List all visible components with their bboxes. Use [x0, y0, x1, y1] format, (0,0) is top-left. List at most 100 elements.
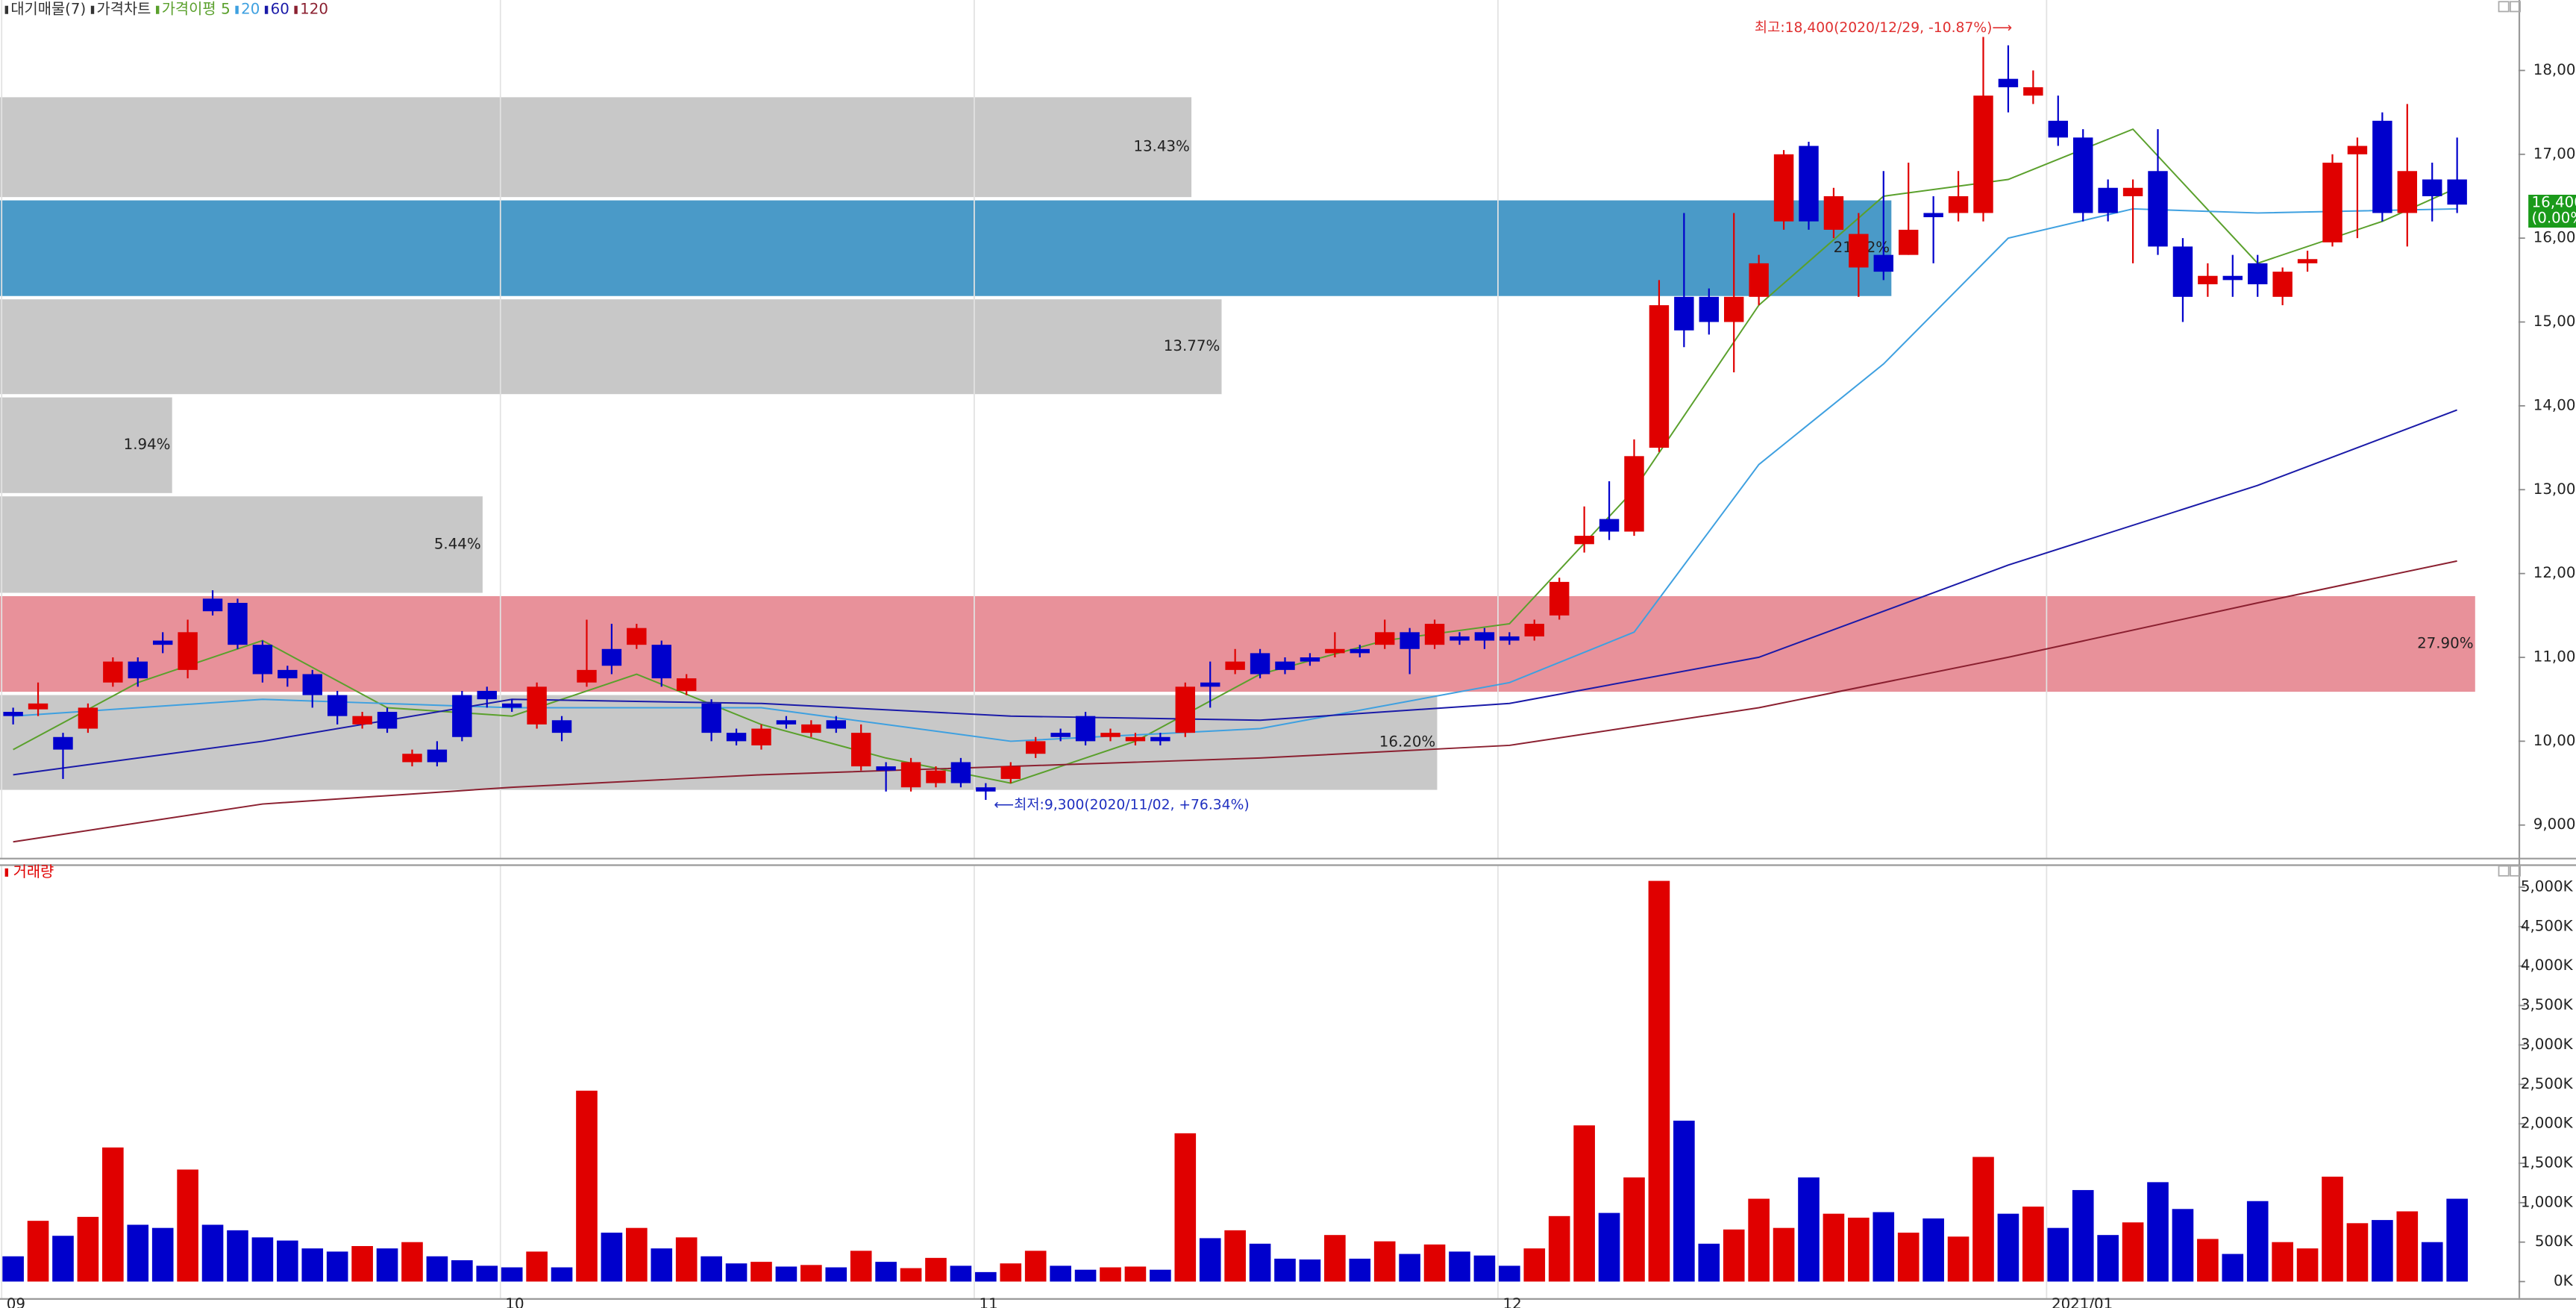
candle-body: [1599, 519, 1620, 532]
volume-bar: [227, 1230, 248, 1282]
legend-swatch: [4, 5, 9, 14]
profile-bar: [0, 97, 1192, 198]
candle-body: [1624, 456, 1644, 532]
volume-bar: [1997, 1213, 2019, 1282]
candle-body: [1325, 648, 1345, 654]
candle-body: [1823, 195, 1844, 230]
volume-bar: [501, 1267, 523, 1282]
y-tick-label: 1,500K: [2521, 1154, 2574, 1171]
volume-bar: [1299, 1259, 1321, 1282]
volume-bar: [2197, 1239, 2219, 1282]
volume-bar: [2, 1256, 24, 1282]
x-tick-label: 12: [1503, 1295, 1522, 1308]
candle-body: [1300, 657, 1320, 662]
legend-swatch: [235, 5, 239, 14]
y-tick-label: 2,000K: [2521, 1115, 2574, 1132]
candle-body: [1474, 632, 1495, 641]
volume-bar: [2072, 1189, 2094, 1282]
candle-body: [228, 602, 248, 645]
volume-bar: [1124, 1266, 1147, 1282]
candle-body: [2172, 246, 2193, 297]
candle-body: [2447, 179, 2467, 205]
volume-bar: [750, 1262, 772, 1282]
candle-body: [1100, 733, 1121, 737]
volume-bar: [1349, 1258, 1371, 1282]
legend-label: 60: [271, 1, 289, 18]
candle-body: [726, 733, 747, 742]
candle-body: [2372, 120, 2392, 213]
volume-bar: [52, 1236, 74, 1282]
volume-bar: [2346, 1223, 2369, 1282]
volume-bar: [2047, 1227, 2069, 1282]
y-tick-label: 15,000: [2533, 313, 2576, 330]
volume-bar: [2022, 1207, 2044, 1282]
y-tick-label: 18,000: [2533, 61, 2576, 78]
y-tick-label: 13,000: [2533, 481, 2576, 498]
candle-body: [501, 703, 522, 708]
volume-bar: [2396, 1211, 2419, 1282]
candle-body: [352, 716, 372, 725]
candle-body: [2347, 145, 2368, 154]
panel-button[interactable]: [2510, 865, 2522, 877]
legend-label: 5: [221, 1, 231, 18]
volume-bar: [2446, 1198, 2468, 1282]
y-tick-label: 2,500K: [2521, 1075, 2574, 1092]
volume-bar: [426, 1256, 448, 1282]
volume-bar: [151, 1227, 174, 1282]
volume-bar: [800, 1265, 822, 1282]
background-layer: 16.20%27.90%5.44%1.94%13.77%21.32%13.43%: [0, 0, 2475, 1298]
candle-body: [1025, 741, 1046, 754]
volume-bar: [2172, 1209, 2194, 1282]
y-tick-label: 9,000: [2533, 816, 2576, 833]
candle-body: [2098, 187, 2118, 213]
volume-bar: [725, 1263, 748, 1282]
candle-body: [2322, 163, 2342, 242]
candle-body: [627, 628, 647, 645]
panel-button[interactable]: [2498, 865, 2510, 877]
y-tick-label: 500K: [2535, 1233, 2574, 1250]
profile-bar: [0, 496, 483, 593]
volume-bar: [376, 1248, 398, 1282]
candle-body: [1400, 632, 1420, 649]
candle-body: [1050, 733, 1071, 737]
panel-button[interactable]: [2510, 1, 2522, 13]
candle-body: [1175, 686, 1195, 733]
volume-bar: [1050, 1265, 1071, 1282]
volume-bar: [2222, 1254, 2244, 1282]
candle-body: [1849, 234, 1869, 268]
candle-body: [776, 720, 797, 725]
candle-body: [1973, 96, 1993, 213]
legend-swatch: [294, 5, 298, 14]
candle-body: [1723, 296, 1744, 322]
candle-body: [452, 695, 472, 737]
legend-swatch: [4, 868, 9, 877]
y-tick-label: 5,000K: [2521, 878, 2574, 895]
candle-body: [178, 632, 198, 670]
volume-bar: [301, 1248, 324, 1282]
candle-body: [1899, 229, 1919, 255]
volume-bar: [326, 1251, 348, 1282]
volume-bar: [1449, 1251, 1470, 1282]
candle-body: [252, 645, 273, 675]
candle-body: [601, 648, 622, 666]
candle-body: [1000, 766, 1021, 779]
volume-bar: [1174, 1133, 1197, 1282]
volume-bar: [1748, 1198, 1770, 1282]
candle-body: [302, 674, 322, 695]
candle-body: [1374, 632, 1395, 645]
volume-bar: [401, 1242, 423, 1282]
candle-body: [1275, 661, 1295, 670]
volume-bar: [77, 1216, 99, 1282]
candle-body: [3, 712, 23, 716]
candle-body: [2023, 87, 2043, 96]
candle-body: [1699, 296, 1719, 322]
volume-bar: [775, 1266, 797, 1282]
volume-bar: [925, 1257, 947, 1282]
volume-bar: [2296, 1248, 2319, 1282]
y-tick-label: 14,000: [2533, 396, 2576, 413]
volume-bar: [1074, 1269, 1097, 1282]
candle-body: [1150, 736, 1171, 742]
panel-button[interactable]: [2498, 1, 2510, 13]
volume-bar: [277, 1240, 298, 1282]
